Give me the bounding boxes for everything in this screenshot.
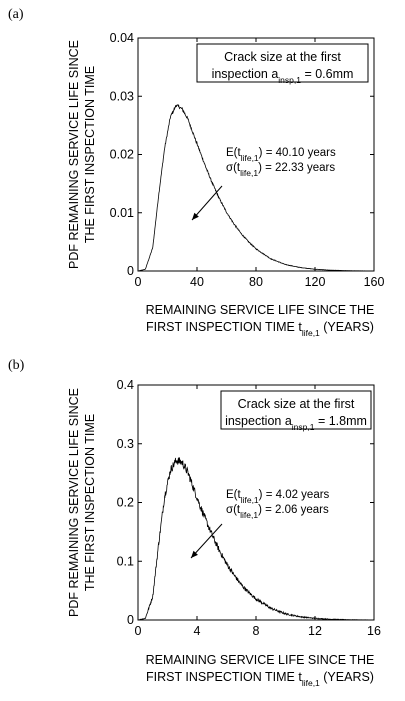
chart-b-svg: 0 4 8 12 16 0 0.1 0.2 0.3 0.4 Crack size at the fi… — [67, 378, 381, 688]
annotation-arrowhead — [192, 212, 199, 220]
x-tick-label: 0 — [135, 624, 142, 638]
mean-annotation: E(tlife,1) = 40.10 years — [226, 147, 336, 163]
panel-label-a: (a) — [8, 7, 24, 22]
y-tick-label: 0.2 — [117, 496, 134, 510]
x-tick-label: 40 — [190, 275, 204, 289]
std-annotation: σ(tlife,1) = 2.06 years — [226, 504, 329, 520]
annotation-arrow — [191, 185, 223, 221]
panel-label-b: (b) — [8, 358, 25, 373]
y-tick-label: 0.1 — [117, 554, 134, 568]
x-tick-label: 12 — [308, 624, 322, 638]
x-tick-label: 120 — [305, 275, 326, 289]
x-tick-label: 160 — [364, 275, 385, 289]
info-box-line2: inspection ainsp,1 = 0.6mm — [212, 67, 354, 85]
y-axis-label-line1: PDF REMAINING SERVICE LIFE SINCE — [67, 40, 81, 269]
std-annotation: σ(tlife,1) = 22.33 years — [226, 162, 335, 178]
y-tick-label: 0.02 — [110, 148, 134, 162]
y-axis-label-line1: PDF REMAINING SERVICE LIFE SINCE — [67, 388, 81, 617]
x-tick-label: 16 — [367, 624, 381, 638]
chart-panel-a: (a) 0 40 80 120 160 0 0.01 0.02 0.03 0.04 Crack si… — [0, 0, 405, 350]
x-tick-label: 0 — [135, 275, 142, 289]
x-axis-label-line1: REMAINING SERVICE LIFE SINCE THE — [146, 653, 375, 667]
y-axis-label-line2: THE FIRST INSPECTION TIME — [83, 66, 97, 243]
annotation-arrowhead — [191, 550, 198, 558]
x-axis-label-line2: FIRST INSPECTION TIME tlife,1 (YEARS) — [146, 320, 374, 338]
y-tick-label: 0.3 — [117, 437, 134, 451]
chart-panel-b: (b) 0 4 8 12 16 0 0.1 0.2 0.3 0.4 Crack size at th… — [0, 351, 405, 701]
x-tick-label: 8 — [253, 624, 260, 638]
x-tick-label: 80 — [249, 275, 263, 289]
y-tick-label: 0.04 — [110, 31, 134, 45]
series-line-1 — [137, 457, 375, 621]
chart-a-svg: 0 40 80 120 160 0 0.01 0.02 0.03 0.04 Crack size a… — [67, 31, 385, 338]
y-tick-label: 0.4 — [117, 378, 134, 392]
info-box-line1: Crack size at the first — [238, 397, 355, 411]
y-tick-label: 0 — [127, 264, 134, 278]
annotation-arrow — [190, 523, 223, 559]
x-axis-label-line1: REMAINING SERVICE LIFE SINCE THE — [146, 303, 375, 317]
y-tick-label: 0 — [127, 613, 134, 627]
x-tick-label: 4 — [194, 624, 201, 638]
y-tick-label: 0.03 — [110, 89, 134, 103]
y-tick-label: 0.01 — [110, 206, 134, 220]
info-box-line1: Crack size at the first — [224, 50, 341, 64]
series-line-1 — [137, 104, 375, 272]
info-box-line2: inspection ainsp,1 = 1.8mm — [225, 414, 367, 432]
mean-annotation: E(tlife,1) = 4.02 years — [226, 489, 330, 505]
info-box — [196, 43, 369, 83]
x-axis-label-line2: FIRST INSPECTION TIME tlife,1 (YEARS) — [146, 670, 374, 688]
y-axis-label-line2: THE FIRST INSPECTION TIME — [83, 414, 97, 591]
info-box — [220, 390, 372, 430]
